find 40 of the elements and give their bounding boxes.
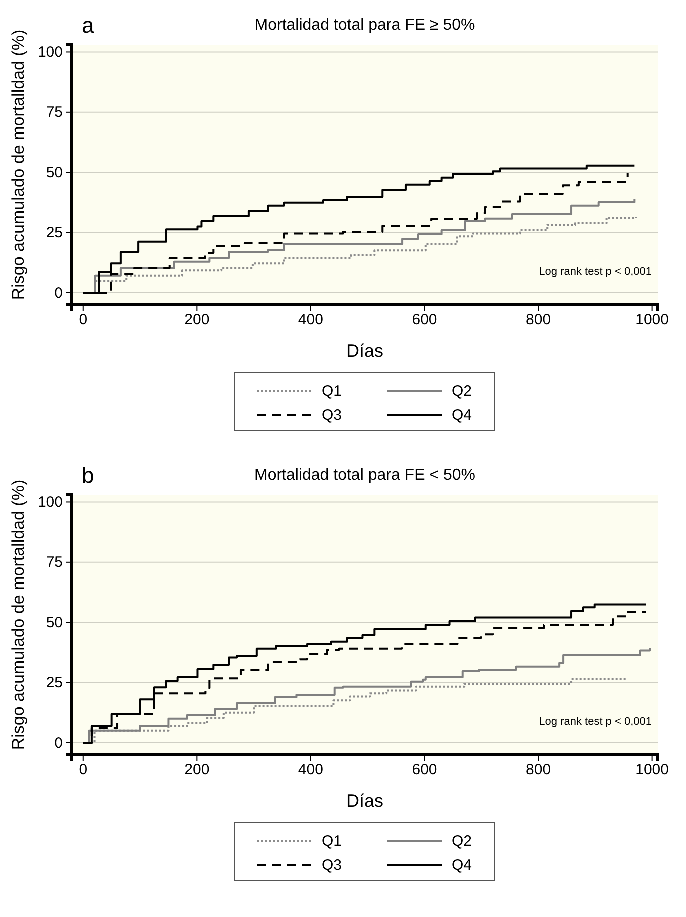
y-tick-label: 75	[46, 554, 63, 572]
y-tick-label: 50	[46, 164, 63, 182]
x-tick-label: 600	[412, 762, 438, 779]
x-tick-label: 0	[79, 762, 88, 779]
legend-label: Q4	[452, 857, 472, 874]
chart-title: Mortalidad total para FE < 50%	[254, 467, 476, 484]
x-tick-label: 600	[412, 312, 438, 329]
y-tick-label: 0	[54, 734, 63, 752]
legend-label: Q3	[322, 857, 342, 874]
x-tick-label: 400	[298, 762, 324, 779]
x-tick-label: 1000	[636, 312, 669, 329]
y-tick-label: 100	[38, 494, 63, 512]
x-tick-label: 200	[184, 312, 210, 329]
annotation: Log rank test p < 0,001	[539, 266, 652, 278]
legend-label: Q1	[322, 833, 342, 850]
y-tick-label: 75	[46, 104, 63, 122]
text: b	[82, 463, 94, 488]
legend-label: Q3	[322, 407, 342, 424]
annotation: Log rank test p < 0,001	[539, 716, 652, 728]
x-tick-label: 400	[298, 312, 324, 329]
x-axis-title: Días	[346, 341, 384, 361]
legend-label: Q4	[452, 407, 472, 424]
chart-title: Mortalidad total para FE ≥ 50%	[254, 17, 476, 34]
x-tick-label: 800	[526, 762, 552, 779]
x-tick-label: 1000	[636, 762, 669, 779]
y-axis-title: Risgo acumulado de mortalldad (%)	[9, 480, 28, 750]
y-tick-label: 25	[46, 674, 63, 692]
y-tick-label: 25	[46, 224, 63, 242]
x-tick-label: 800	[526, 312, 552, 329]
y-tick-label: 50	[46, 614, 63, 632]
y-tick-label: 100	[38, 44, 63, 62]
x-axis-title: Días	[346, 791, 384, 811]
legend-label: Q2	[452, 833, 472, 850]
legend-label: Q2	[452, 383, 472, 400]
y-tick-label: 0	[54, 284, 63, 302]
x-tick-label: 200	[184, 762, 210, 779]
legend-label: Q1	[322, 383, 342, 400]
y-axis-title: Risgo acumulado de mortalldad (%)	[9, 30, 28, 300]
text: a	[82, 13, 95, 38]
x-tick-label: 0	[79, 312, 88, 329]
